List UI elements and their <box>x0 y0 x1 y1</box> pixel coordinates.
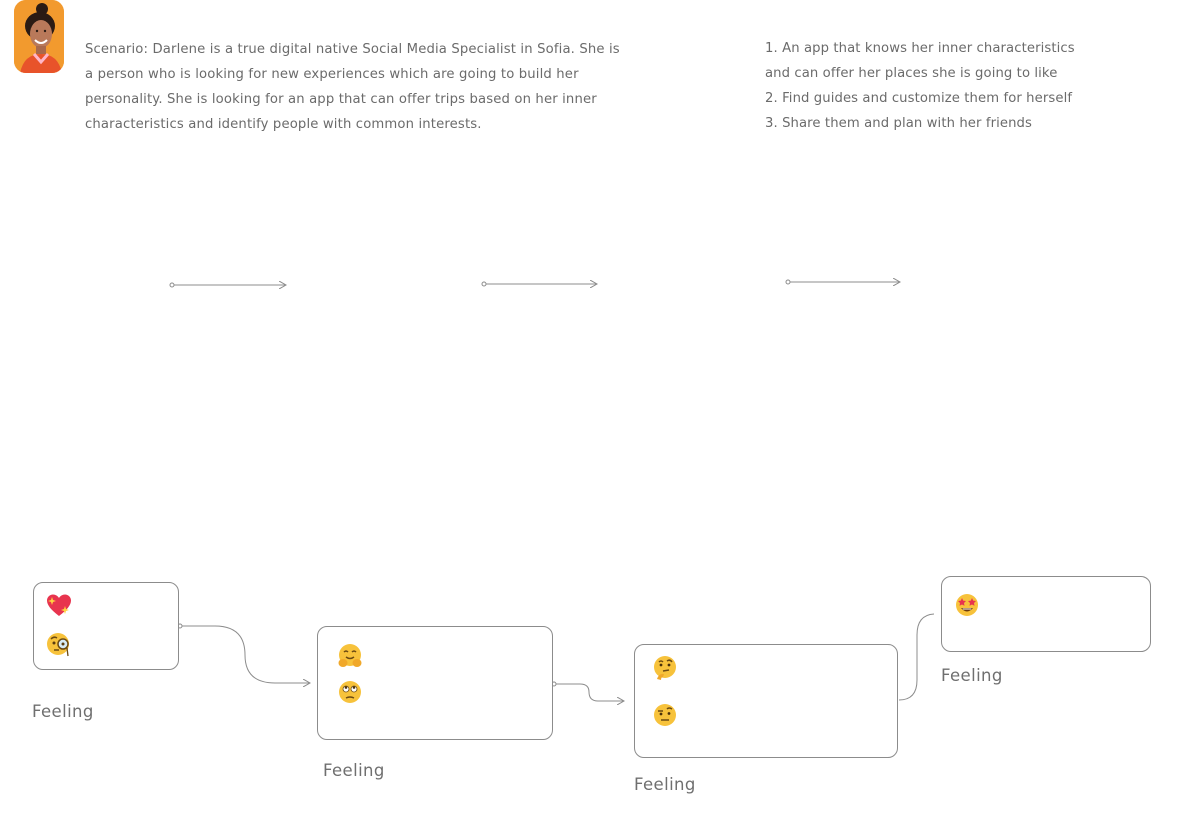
hugging-face-icon <box>337 643 363 669</box>
emotion-card-4 <box>941 576 1151 652</box>
feeling-label: Feeling <box>32 702 94 721</box>
emotion-connector <box>551 681 624 701</box>
thinking-face-icon <box>652 655 678 681</box>
emotion-card-2 <box>317 626 553 740</box>
face-with-raised-eyebrow-icon <box>652 702 678 728</box>
goal-line: 2. Find guides and customize them for he… <box>765 91 1073 106</box>
face-with-rolling-eyes-icon <box>337 679 363 705</box>
emotion-connector <box>898 613 935 701</box>
goal-line: 1. An app that knows her inner character… <box>765 41 1075 56</box>
persona-avatar <box>14 0 64 73</box>
sparkling-heart-icon <box>46 593 72 619</box>
emotion-card-3 <box>634 644 898 758</box>
face-with-monocle-icon <box>46 631 72 657</box>
feeling-label: Feeling <box>634 775 696 794</box>
goal-line: 3. Share them and plan with her friends <box>765 116 1032 131</box>
stage-arrow <box>169 283 286 287</box>
feeling-label: Feeling <box>323 761 385 780</box>
goal-line: and can offer her places she is going to… <box>765 66 1058 81</box>
stage-arrow <box>481 282 597 286</box>
scenario-text: Scenario: Darlene is a true digital nati… <box>85 42 620 132</box>
feeling-label: Feeling <box>941 666 1003 685</box>
emotion-connector <box>177 623 310 683</box>
star-struck-icon <box>954 592 980 618</box>
stage-arrow <box>785 280 900 284</box>
goals-list: 1. An app that knows her inner character… <box>765 36 1105 136</box>
woman-avatar-icon <box>14 0 64 73</box>
